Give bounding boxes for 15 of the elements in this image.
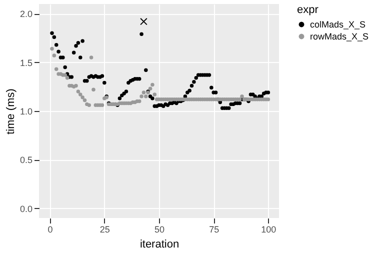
legend-title: expr	[297, 4, 319, 16]
x-tick-label: 50	[154, 224, 165, 234]
y-axis-title: time (ms)	[4, 88, 17, 134]
y-tick-label: 1.5	[20, 58, 32, 68]
y-tick-label: 0.0	[20, 204, 32, 214]
y-tick-label: 2.0	[20, 9, 32, 20]
y-tick-label: 1.0	[20, 106, 32, 116]
x-tick-label: 0	[48, 224, 53, 234]
x-axis-title: iteration	[140, 238, 180, 250]
y-tick-label: 0.5	[20, 155, 32, 166]
x-tick-label: 100	[261, 224, 276, 234]
legend-label: rowMads_X_S	[310, 32, 369, 42]
x-tick-label: 75	[209, 224, 220, 234]
legend-label: colMads_X_S	[310, 20, 366, 30]
x-tick-label: 25	[100, 224, 110, 234]
